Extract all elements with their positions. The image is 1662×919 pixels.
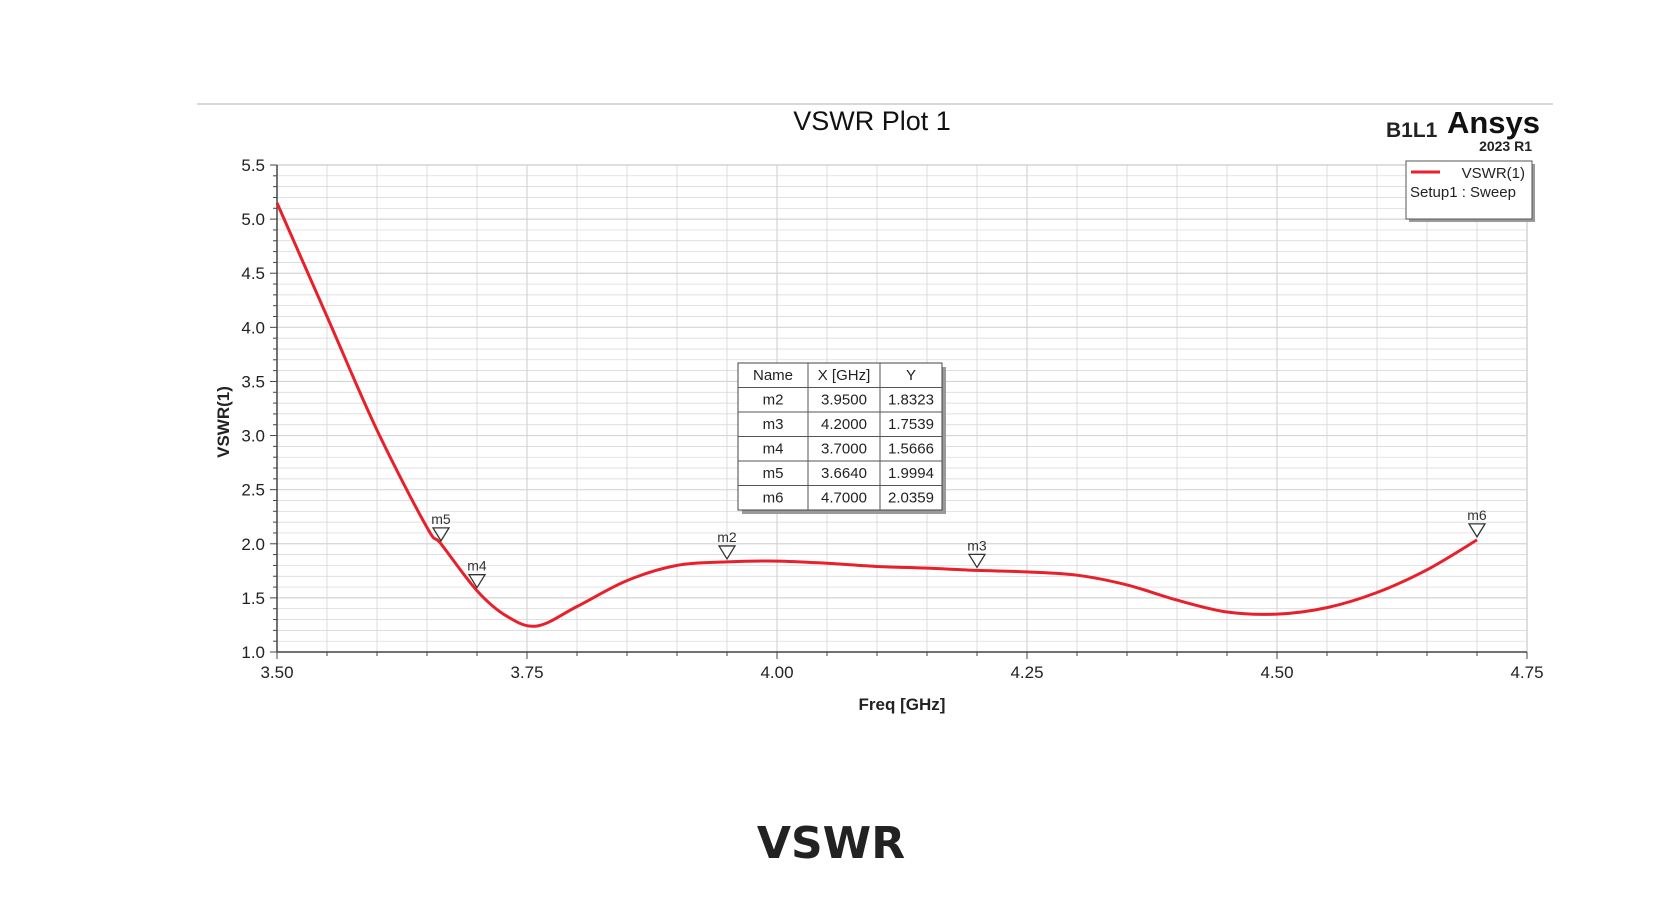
markers-layer: m2 m3 m4 m5 m6 (431, 507, 1487, 589)
legend-series-name: VSWR(1) (1462, 165, 1525, 182)
x-tick-label: 3.50 (260, 663, 293, 682)
marker-m3[interactable]: m3 (967, 537, 987, 569)
x-tick-label: 4.50 (1260, 663, 1293, 682)
y-axis-label: VSWR(1) (214, 386, 233, 458)
x-tick-label: 4.25 (1010, 663, 1043, 682)
x-tick-label: 4.75 (1510, 663, 1543, 682)
marker-triangle-icon (467, 574, 487, 589)
marker-label: m4 (467, 558, 487, 574)
marker-table-cell: 4.2000 (821, 416, 867, 433)
marker-table-cell: 1.5666 (888, 441, 934, 458)
marker-table-cell: m4 (763, 441, 784, 458)
marker-table-header: Y (906, 367, 916, 384)
marker-table-cell: 1.7539 (888, 416, 934, 433)
marker-m5[interactable]: m5 (431, 511, 451, 543)
y-tick-label: 5.0 (241, 210, 265, 229)
ansys-version: 2023 R1 (1479, 138, 1532, 154)
y-tick-label: 3.0 (241, 427, 265, 446)
marker-label: m5 (431, 511, 451, 527)
y-tick-label: 4.5 (241, 264, 265, 283)
marker-triangle-icon (967, 553, 987, 569)
legend[interactable]: VSWR(1) Setup1 : Sweep (1405, 160, 1535, 222)
marker-m2[interactable]: m2 (717, 529, 737, 561)
chart-title: VSWR Plot 1 (793, 106, 951, 136)
marker-label: m6 (1467, 507, 1487, 523)
legend-series-sublabel: Setup1 : Sweep (1410, 184, 1516, 201)
y-tick-label: 2.0 (241, 535, 265, 554)
marker-table-cell: 2.0359 (888, 490, 934, 507)
y-tick-label: 2.5 (241, 481, 265, 500)
tick-labels: 1.0 1.5 2.0 2.5 3.0 3.5 4.0 4.5 5.0 5.5 3.50 3.75 4.… (241, 156, 1543, 682)
marker-table-cell: m2 (763, 392, 784, 409)
y-tick-label: 1.0 (241, 643, 265, 662)
marker-triangle-icon (431, 527, 451, 543)
marker-table-cell: 3.9500 (821, 392, 867, 409)
x-tick-label: 3.75 (510, 663, 543, 682)
marker-table-cell: 4.7000 (821, 490, 867, 507)
series-line-vswr (275, 202, 1478, 628)
marker-label: m2 (717, 529, 737, 545)
series-layer (275, 202, 1478, 628)
marker-table-cell: 1.9994 (888, 465, 934, 482)
figure-caption: VSWR (756, 818, 906, 869)
marker-table-header: Name (753, 367, 793, 384)
marker-triangle-icon (717, 545, 737, 561)
design-label: B1L1 (1386, 119, 1438, 142)
x-tick-label: 4.00 (760, 663, 793, 682)
y-tick-label: 5.5 (241, 156, 265, 175)
marker-table[interactable]: Name X [GHz] Ym2 3.9500 1.8323 m3 4.2000 1.7539… (737, 362, 946, 514)
marker-triangle-icon (1467, 523, 1487, 539)
plot-axes (270, 164, 1528, 659)
marker-table-cell: 1.8323 (888, 392, 934, 409)
x-axis-label: Freq [GHz] (859, 695, 946, 714)
y-tick-label: 1.5 (241, 589, 265, 608)
y-tick-label: 3.5 (241, 372, 265, 391)
marker-label: m3 (967, 537, 987, 553)
marker-m6[interactable]: m6 (1467, 507, 1487, 539)
y-tick-label: 4.0 (241, 318, 265, 337)
marker-m4[interactable]: m4 (467, 558, 487, 589)
marker-table-header: X [GHz] (818, 367, 871, 384)
marker-table-cell: m3 (763, 416, 784, 433)
marker-table-cell: m5 (763, 465, 784, 482)
marker-table-cell: 3.6640 (821, 465, 867, 482)
ansys-logo: Ansys (1447, 105, 1540, 140)
marker-table-cell: m6 (763, 490, 784, 507)
marker-table-cell: 3.7000 (821, 441, 867, 458)
